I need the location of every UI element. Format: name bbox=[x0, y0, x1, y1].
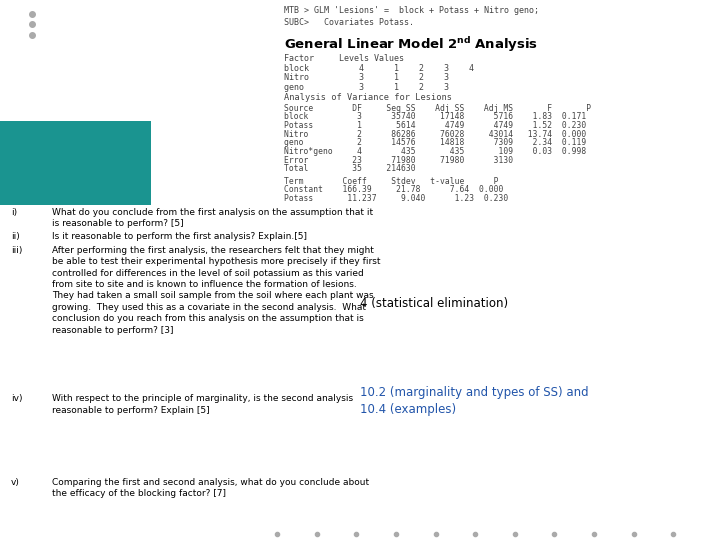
Text: iii): iii) bbox=[11, 246, 22, 255]
Text: Is it reasonable to perform the first analysis? Explain.[5]: Is it reasonable to perform the first an… bbox=[52, 232, 307, 241]
Text: Term        Coeff     Stdev   t-value      P: Term Coeff Stdev t-value P bbox=[284, 177, 499, 186]
Text: 4 (statistical elimination): 4 (statistical elimination) bbox=[360, 297, 508, 310]
Text: i): i) bbox=[11, 208, 17, 217]
Text: v): v) bbox=[11, 478, 19, 487]
Text: geno           3      1    2    3: geno 3 1 2 3 bbox=[284, 83, 449, 92]
Text: ii): ii) bbox=[11, 232, 19, 241]
Text: Nitro          3      1    2    3: Nitro 3 1 2 3 bbox=[284, 73, 449, 83]
Text: Nitro          2      86286     76028     43014   13.74  0.000: Nitro 2 86286 76028 43014 13.74 0.000 bbox=[284, 130, 587, 139]
Text: iv): iv) bbox=[11, 394, 22, 403]
Text: Nitro*geno     4        435       435       109    0.03  0.998: Nitro*geno 4 435 435 109 0.03 0.998 bbox=[284, 147, 587, 156]
Bar bbox=[0, 122, 151, 205]
Text: After performing the first analysis, the researchers felt that they might
be abl: After performing the first analysis, the… bbox=[52, 246, 380, 335]
Text: 10.2 (marginality and types of SS) and
10.4 (examples): 10.2 (marginality and types of SS) and 1… bbox=[360, 386, 589, 416]
Text: geno           2      14576     14818      7309    2.34  0.119: geno 2 14576 14818 7309 2.34 0.119 bbox=[284, 138, 587, 147]
Text: Analysis of Variance for Lesions: Analysis of Variance for Lesions bbox=[284, 93, 452, 102]
Text: Potass         1       5614      4749      4749    1.52  0.230: Potass 1 5614 4749 4749 1.52 0.230 bbox=[284, 121, 587, 130]
Text: MTB > GLM 'Lesions' =  block + Potass + Nitro geno;
SUBC>   Covariates Potass.: MTB > GLM 'Lesions' = block + Potass + N… bbox=[284, 6, 539, 28]
Text: Potass       11.237     9.040      1.23  0.230: Potass 11.237 9.040 1.23 0.230 bbox=[284, 194, 508, 203]
Text: Source        DF     Seq SS    Adj SS    Adj MS       F       P: Source DF Seq SS Adj SS Adj MS F P bbox=[284, 104, 592, 113]
Text: block          3      35740     17148      5716    1.83  0.171: block 3 35740 17148 5716 1.83 0.171 bbox=[284, 112, 587, 122]
Text: $\mathbf{General\ Linear\ Model\ 2^{nd}\ Analysis}$: $\mathbf{General\ Linear\ Model\ 2^{nd}\… bbox=[284, 35, 539, 54]
Text: Factor     Levels Values: Factor Levels Values bbox=[284, 54, 405, 63]
Text: What do you conclude from the first analysis on the assumption that it
is reason: What do you conclude from the first anal… bbox=[52, 208, 373, 228]
Text: Comparing the first and second analysis, what do you conclude about
the efficacy: Comparing the first and second analysis,… bbox=[52, 478, 369, 498]
Text: Total         35     214630: Total 35 214630 bbox=[284, 164, 416, 173]
Text: block          4      1    2    3    4: block 4 1 2 3 4 bbox=[284, 64, 474, 73]
Text: With respect to the principle of marginality, is the second analysis
reasonable : With respect to the principle of margina… bbox=[52, 394, 353, 415]
Text: Constant    166.39     21.78      7.64  0.000: Constant 166.39 21.78 7.64 0.000 bbox=[284, 185, 504, 194]
Text: Error         23      71980     71980      3130: Error 23 71980 71980 3130 bbox=[284, 156, 513, 165]
